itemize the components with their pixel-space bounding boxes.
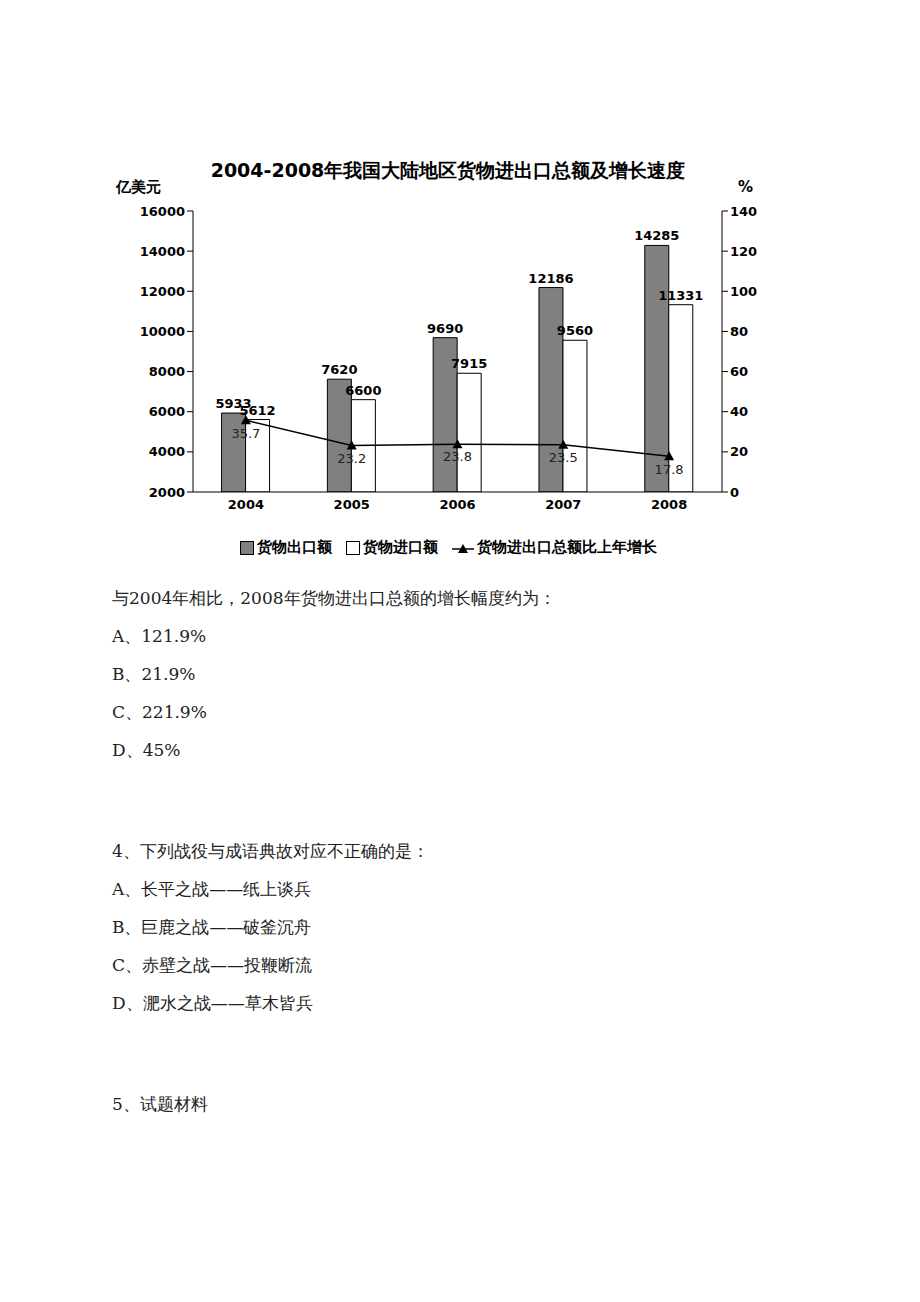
svg-text:17.8: 17.8 [655, 462, 684, 477]
html-text:C、221.9%: C、221.9% [112, 702, 207, 722]
svg-text:2000: 2000 [149, 485, 185, 500]
svg-text:6000: 6000 [149, 404, 185, 419]
svg-text:5933: 5933 [215, 396, 252, 412]
svg-text:5612: 5612 [239, 403, 275, 418]
svg-text:12186: 12186 [528, 271, 573, 286]
html-text:5、试题材料: 5、试题材料 [112, 1094, 208, 1114]
svg-text:9560: 9560 [557, 323, 593, 338]
html-text:D、45%: D、45% [112, 740, 181, 760]
svg-text:8000: 8000 [149, 364, 185, 379]
svg-text:2005: 2005 [334, 497, 370, 512]
html-text:货物出口额: 货物出口额 [256, 538, 332, 556]
html-text:4、下列战役与成语典故对应不正确的是：: 4、下列战役与成语典故对应不正确的是： [112, 841, 429, 861]
svg-text:2008: 2008 [651, 497, 687, 512]
svg-text:2007: 2007 [545, 497, 581, 512]
svg-text:100: 100 [730, 284, 757, 299]
svg-text:40: 40 [730, 404, 748, 419]
svg-text:0: 0 [730, 485, 739, 500]
svg-text:2004: 2004 [228, 497, 264, 512]
svg-text:4000: 4000 [149, 444, 185, 459]
svg-text:23.5: 23.5 [549, 450, 578, 465]
svg-text:6600: 6600 [345, 383, 381, 398]
svg-text:9690: 9690 [427, 321, 463, 336]
svg-text:23.8: 23.8 [443, 449, 472, 464]
svg-text:20: 20 [730, 444, 748, 459]
svg-text:60: 60 [730, 364, 748, 379]
html-text:亿美元: 亿美元 [116, 178, 161, 196]
svg-text:120: 120 [730, 244, 757, 259]
html-text:货物进出口总额比上年增长: 货物进出口总额比上年增长 [476, 538, 657, 556]
svg-text:16000: 16000 [140, 204, 185, 219]
svg-text:23.2: 23.2 [337, 451, 366, 466]
html-text:C、赤壁之战——投鞭断流: C、赤壁之战——投鞭断流 [112, 955, 312, 975]
svg-text:2006: 2006 [439, 497, 475, 512]
html-text:B、21.9%: B、21.9% [112, 664, 196, 684]
html-text:D、淝水之战——草木皆兵: D、淝水之战——草木皆兵 [112, 993, 313, 1013]
html-text:货物进口额: 货物进口额 [362, 538, 438, 556]
svg-text:14000: 14000 [140, 244, 185, 259]
html-text:2004-2008年我国大陆地区货物进出口总额及增长速度: 2004-2008年我国大陆地区货物进出口总额及增长速度 [210, 159, 686, 181]
html-text:与2004年相比，2008年货物进出口总额的增长幅度约为：: 与2004年相比，2008年货物进出口总额的增长幅度约为： [112, 588, 556, 608]
svg-text:7620: 7620 [321, 362, 357, 377]
svg-text:140: 140 [730, 204, 757, 219]
svg-text:7915: 7915 [451, 356, 487, 371]
svg-text:11331: 11331 [658, 288, 703, 303]
html-text:A、121.9%: A、121.9% [112, 626, 207, 646]
svg-text:10000: 10000 [140, 324, 185, 339]
svg-text:80: 80 [730, 324, 748, 339]
svg-text:35.7: 35.7 [231, 426, 260, 441]
html-text:A、长平之战——纸上谈兵: A、长平之战——纸上谈兵 [112, 879, 312, 899]
svg-text:14285: 14285 [634, 228, 679, 243]
svg-text:12000: 12000 [140, 284, 185, 299]
html-text:B、巨鹿之战——破釜沉舟: B、巨鹿之战——破釜沉舟 [112, 917, 312, 937]
